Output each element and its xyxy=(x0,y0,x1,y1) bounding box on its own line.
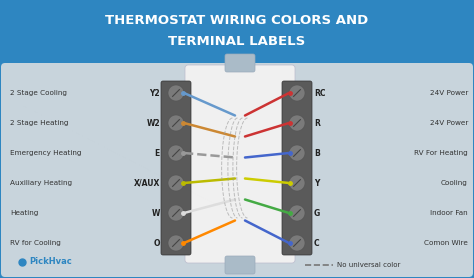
Ellipse shape xyxy=(168,145,184,161)
Text: W2: W2 xyxy=(146,118,160,128)
Text: O: O xyxy=(154,239,160,247)
Ellipse shape xyxy=(168,175,184,191)
Ellipse shape xyxy=(168,235,184,251)
FancyBboxPatch shape xyxy=(161,81,191,255)
Text: Auxiliary Heating: Auxiliary Heating xyxy=(10,180,72,186)
FancyBboxPatch shape xyxy=(282,81,312,255)
Text: Y2: Y2 xyxy=(149,88,160,98)
Ellipse shape xyxy=(289,175,305,191)
Text: W: W xyxy=(152,208,160,217)
Bar xyxy=(0,0,474,62)
Text: PickHvac: PickHvac xyxy=(29,257,72,267)
Text: Comon Wire: Comon Wire xyxy=(424,240,468,246)
Ellipse shape xyxy=(289,85,305,101)
Text: R: R xyxy=(314,118,320,128)
Text: RV for Cooling: RV for Cooling xyxy=(10,240,61,246)
Text: 24V Power: 24V Power xyxy=(429,90,468,96)
Text: 2 Stage Cooling: 2 Stage Cooling xyxy=(10,90,67,96)
Text: TERMINAL LABELS: TERMINAL LABELS xyxy=(168,35,306,48)
Ellipse shape xyxy=(168,85,184,101)
FancyBboxPatch shape xyxy=(225,256,255,274)
Text: E: E xyxy=(155,148,160,158)
Text: G: G xyxy=(314,208,320,217)
Text: THERMOSTAT WIRING COLORS AND: THERMOSTAT WIRING COLORS AND xyxy=(105,14,369,27)
Text: RV For Heating: RV For Heating xyxy=(414,150,468,156)
Text: No universal color: No universal color xyxy=(337,262,401,268)
Ellipse shape xyxy=(168,205,184,221)
Ellipse shape xyxy=(168,115,184,131)
FancyBboxPatch shape xyxy=(1,63,473,277)
Text: C: C xyxy=(314,239,319,247)
Text: X/AUX: X/AUX xyxy=(134,178,160,187)
Ellipse shape xyxy=(289,235,305,251)
FancyBboxPatch shape xyxy=(185,65,295,263)
Text: Cooling: Cooling xyxy=(441,180,468,186)
Text: Heating: Heating xyxy=(10,210,38,216)
Text: B: B xyxy=(314,148,320,158)
Ellipse shape xyxy=(289,115,305,131)
FancyBboxPatch shape xyxy=(225,54,255,72)
Text: RC: RC xyxy=(314,88,326,98)
Text: Indoor Fan: Indoor Fan xyxy=(430,210,468,216)
Ellipse shape xyxy=(289,145,305,161)
Ellipse shape xyxy=(289,205,305,221)
Text: Emergency Heating: Emergency Heating xyxy=(10,150,82,156)
Text: Y: Y xyxy=(314,178,319,187)
Text: 24V Power: 24V Power xyxy=(429,120,468,126)
Text: 2 Stage Heating: 2 Stage Heating xyxy=(10,120,69,126)
